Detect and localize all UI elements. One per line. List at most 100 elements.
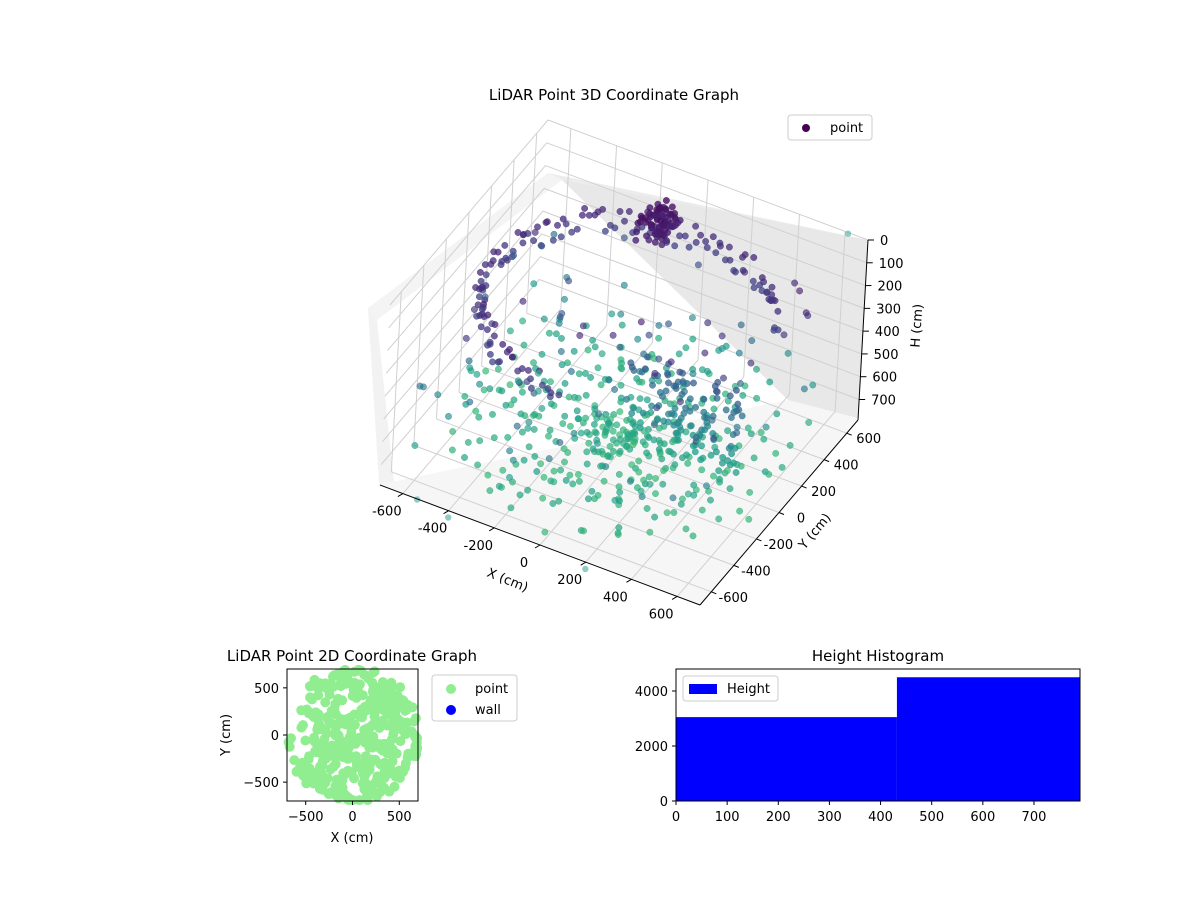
point-2d-marker bbox=[389, 781, 400, 792]
point-3d-marker bbox=[687, 422, 695, 430]
point-3d-marker bbox=[476, 380, 483, 388]
point-3d-marker bbox=[466, 364, 474, 372]
point-3d-marker bbox=[539, 381, 546, 389]
point-3d-marker bbox=[489, 410, 496, 418]
point-3d-marker bbox=[558, 334, 565, 342]
point-3d-marker bbox=[689, 335, 697, 343]
point-2d-marker bbox=[352, 762, 362, 772]
point-3d-marker bbox=[498, 387, 506, 395]
point-3d-marker bbox=[494, 248, 502, 256]
x-tick-3d-label: -400 bbox=[418, 522, 448, 537]
legend-3d: point bbox=[787, 114, 873, 141]
point-3d-marker bbox=[518, 365, 526, 372]
point-3d-marker bbox=[713, 388, 721, 396]
point-3d-marker bbox=[606, 442, 614, 450]
x-tick-histogram-label: 700 bbox=[1022, 810, 1047, 825]
y-tick-3d-label: 600 bbox=[856, 432, 881, 447]
point-3d-marker bbox=[665, 410, 672, 418]
point-3d-marker bbox=[587, 373, 594, 381]
point-3d-marker bbox=[533, 468, 541, 475]
point-3d-marker bbox=[662, 387, 670, 395]
histogram-title: Height Histogram bbox=[812, 647, 944, 665]
point-3d-marker bbox=[726, 485, 734, 492]
point-3d-marker bbox=[509, 456, 517, 464]
point-3d-marker bbox=[547, 389, 555, 397]
point-3d-marker bbox=[697, 231, 704, 239]
point-2d-marker bbox=[332, 790, 343, 801]
point-2d-marker bbox=[348, 795, 358, 806]
point-3d-marker bbox=[561, 412, 569, 420]
point-3d-marker bbox=[506, 346, 513, 353]
point-3d-marker bbox=[739, 253, 746, 261]
point-3d-marker bbox=[567, 422, 574, 430]
point-2d-marker bbox=[362, 702, 373, 713]
point-3d-marker bbox=[669, 203, 676, 211]
x-ticks-3d: -600 -400 -200 0 200 400 600 bbox=[372, 493, 678, 622]
grid-3d-x-wall-line bbox=[834, 231, 846, 412]
point-3d-marker bbox=[750, 454, 758, 462]
point-3d-marker bbox=[674, 431, 682, 439]
point-3d-marker bbox=[579, 211, 586, 219]
point-2d-marker bbox=[374, 723, 385, 733]
point-3d-marker bbox=[585, 495, 592, 503]
point-3d-marker bbox=[525, 418, 533, 426]
point-3d-marker bbox=[499, 466, 507, 474]
point-3d-marker bbox=[753, 365, 760, 373]
point-3d-marker bbox=[525, 366, 532, 374]
point-2d-marker bbox=[366, 694, 376, 705]
point-3d-marker bbox=[449, 428, 456, 435]
point-3d-marker bbox=[504, 433, 512, 441]
point-3d-marker bbox=[679, 495, 686, 503]
point-3d-marker bbox=[675, 350, 683, 358]
point-3d-marker bbox=[519, 317, 526, 325]
point-3d-marker bbox=[710, 405, 718, 413]
y-tick-2d-label: 0 bbox=[271, 729, 279, 744]
x-tick-3d-label: -200 bbox=[464, 539, 494, 554]
point-2d-marker bbox=[406, 750, 417, 761]
point-3d-marker bbox=[524, 486, 531, 494]
point-3d-marker bbox=[757, 429, 765, 436]
point-2d-marker bbox=[365, 788, 376, 799]
point-3d-marker bbox=[616, 208, 624, 215]
point-3d-marker bbox=[616, 343, 624, 351]
x-tick-histogram-label: 200 bbox=[766, 810, 791, 825]
point-3d-marker bbox=[718, 332, 726, 340]
point-3d-marker bbox=[637, 318, 645, 326]
point-3d-marker bbox=[541, 528, 549, 536]
point-3d-marker bbox=[753, 394, 760, 402]
point-3d-marker bbox=[796, 287, 803, 295]
point-3d-marker bbox=[639, 438, 647, 446]
point-3d-marker bbox=[556, 313, 564, 321]
z-tick-3d-label: 300 bbox=[876, 302, 901, 317]
point-3d-marker bbox=[772, 449, 780, 457]
legend-histogram-swatch bbox=[689, 684, 717, 694]
point-3d-marker bbox=[698, 466, 706, 474]
point-3d-marker bbox=[631, 422, 639, 430]
point-3d-marker bbox=[767, 297, 775, 304]
point-3d-marker bbox=[805, 419, 813, 426]
point-3d-marker bbox=[692, 486, 700, 494]
point-3d-marker bbox=[655, 445, 663, 453]
point-3d-marker bbox=[506, 381, 514, 389]
point-3d-marker bbox=[581, 204, 588, 212]
y-tick-3d-mark bbox=[733, 564, 740, 568]
point-3d-marker bbox=[477, 323, 485, 331]
point-3d-marker bbox=[525, 443, 533, 451]
point-3d-marker bbox=[519, 428, 526, 436]
point-3d-marker bbox=[416, 382, 424, 390]
point-3d-marker bbox=[669, 438, 676, 446]
z-axis-label-3d: H (cm) bbox=[908, 303, 926, 348]
point-2d-marker bbox=[388, 729, 399, 740]
point-3d-marker bbox=[484, 471, 492, 479]
point-3d-marker bbox=[555, 391, 563, 399]
point-3d-marker bbox=[749, 277, 757, 285]
point-3d-marker bbox=[546, 329, 553, 337]
point-3d-outlier bbox=[444, 514, 452, 521]
point-3d-marker bbox=[724, 427, 731, 435]
point-3d-marker bbox=[486, 487, 494, 494]
grid-3d-z-line bbox=[380, 278, 860, 465]
point-3d-marker bbox=[555, 497, 563, 505]
point-3d-marker bbox=[562, 476, 570, 484]
point-3d-marker bbox=[801, 385, 808, 393]
x-axis-label-2d: X (cm) bbox=[331, 831, 374, 846]
